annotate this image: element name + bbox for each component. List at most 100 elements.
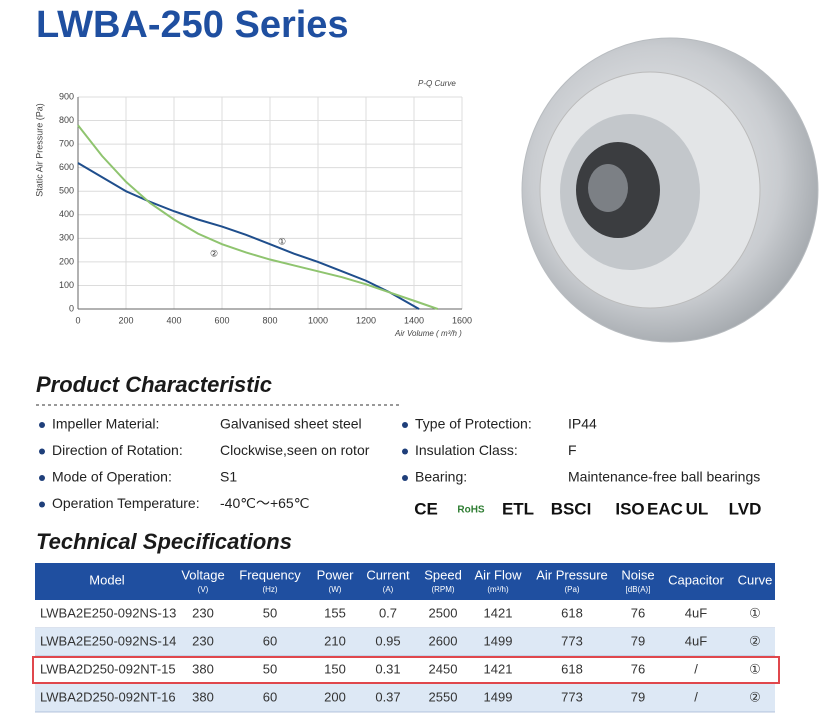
spec-label: Insulation Class: [415, 442, 518, 458]
certification-logo: ETL [502, 499, 534, 518]
spec-label: Direction of Rotation: [52, 442, 183, 458]
column-name: Speed [424, 567, 462, 582]
table-cell: 76 [631, 661, 645, 676]
column-unit: (Hz) [262, 585, 277, 594]
bullet [402, 448, 408, 455]
table-cell: 1421 [484, 661, 513, 676]
table-cell: 0.7 [379, 605, 397, 620]
y-tick-label: 800 [59, 115, 74, 125]
x-tick-label: 1200 [356, 315, 376, 325]
column-name: Curve [738, 572, 773, 587]
table-cell: LWBA2D250-092NT-16 [40, 689, 176, 704]
y-tick-label: 400 [59, 209, 74, 219]
table-cell: 79 [631, 633, 645, 648]
section-heading: Technical Specifications [36, 529, 292, 554]
row-background [35, 684, 775, 712]
table-cell: 2550 [429, 689, 458, 704]
y-tick-label: 200 [59, 256, 74, 266]
table-cell: 60 [263, 689, 277, 704]
row-background [35, 628, 775, 656]
table-cell: 380 [192, 689, 214, 704]
column-unit: (V) [198, 585, 209, 594]
bullet [402, 475, 408, 481]
y-tick-label: 600 [59, 162, 74, 172]
x-tick-label: 600 [214, 315, 229, 325]
column-unit: (A) [383, 585, 394, 594]
column-name: Current [366, 567, 410, 582]
table-cell: 1499 [484, 633, 513, 648]
column-name: Model [89, 572, 125, 587]
curve-label: ① [278, 237, 286, 247]
x-tick-label: 200 [118, 315, 133, 325]
x-tick-label: 1000 [308, 315, 328, 325]
table-cell: 4uF [685, 633, 707, 648]
page-title: LWBA-250 Series [36, 4, 349, 46]
table-cell: / [694, 661, 698, 676]
x-axis-label: Air Volume ( m³/h ) [394, 329, 462, 338]
bullet [402, 422, 408, 428]
spec-label: Bearing: [415, 469, 467, 485]
table-cell: 150 [324, 661, 346, 676]
spec-value: Clockwise,seen on rotor [220, 442, 370, 458]
column-name: Air Flow [475, 567, 523, 582]
table-cell: 200 [324, 689, 346, 704]
x-tick-label: 0 [75, 315, 80, 325]
table-cell: ① [749, 605, 761, 620]
y-tick-label: 300 [59, 233, 74, 243]
y-tick-label: 900 [59, 91, 74, 101]
spec-value: Galvanised sheet steel [220, 416, 362, 432]
spec-value: S1 [220, 469, 237, 485]
spec-value: F [568, 442, 577, 458]
certification-logo: EAC [647, 499, 683, 518]
table-cell: LWBA2E250-092NS-14 [40, 633, 176, 648]
table-header [35, 563, 775, 600]
table-cell: LWBA2D250-092NT-15 [40, 661, 176, 676]
table-cell: 210 [324, 633, 346, 648]
y-tick-label: 500 [59, 186, 74, 196]
y-tick-label: 0 [69, 303, 74, 313]
table-cell: 2450 [429, 661, 458, 676]
certification-logo: LVD [729, 499, 762, 518]
table-cell: 2600 [429, 633, 458, 648]
x-tick-label: 400 [166, 315, 181, 325]
x-tick-label: 1400 [404, 315, 424, 325]
spec-label: Mode of Operation: [52, 469, 172, 485]
column-unit: (m³/h) [487, 585, 509, 594]
column-unit: (RPM) [431, 585, 454, 594]
table-cell: 230 [192, 633, 214, 648]
table-cell: 618 [561, 605, 583, 620]
spec-value: Maintenance-free ball bearings [568, 469, 760, 485]
curve-line [77, 162, 420, 310]
table-cell: 4uF [685, 605, 707, 620]
table-cell: 618 [561, 661, 583, 676]
table-cell: ① [749, 661, 761, 676]
column-unit: [dB(A)] [626, 585, 651, 594]
y-axis-label: Static Air Pressure (Pa) [34, 103, 44, 197]
table-cell: 79 [631, 689, 645, 704]
spec-label: Type of Protection: [415, 416, 532, 432]
spec-value: IP44 [568, 416, 597, 432]
spec-value: -40℃～+65℃ [220, 495, 309, 511]
table-cell: 773 [561, 633, 583, 648]
spec-label: Impeller Material: [52, 416, 159, 432]
x-tick-label: 800 [262, 315, 277, 325]
curve-line [77, 124, 439, 310]
certification-logo: CE [414, 499, 438, 518]
y-tick-label: 100 [59, 280, 74, 290]
curve-label: ② [210, 249, 218, 259]
certification-logo: RoHS [457, 505, 485, 516]
bullet [39, 475, 45, 481]
certification-logo: BSCI [551, 499, 592, 518]
table-cell: 0.95 [375, 633, 400, 648]
column-name: Noise [621, 567, 654, 582]
column-unit: (Pa) [564, 585, 579, 594]
spec-label: Operation Temperature: [52, 495, 200, 511]
table-cell: LWBA2E250-092NS-13 [40, 605, 176, 620]
column-name: Voltage [181, 567, 224, 582]
table-cell: 60 [263, 633, 277, 648]
y-tick-label: 700 [59, 138, 74, 148]
table-cell: 1421 [484, 605, 513, 620]
column-name: Frequency [239, 567, 301, 582]
column-name: Power [317, 567, 355, 582]
